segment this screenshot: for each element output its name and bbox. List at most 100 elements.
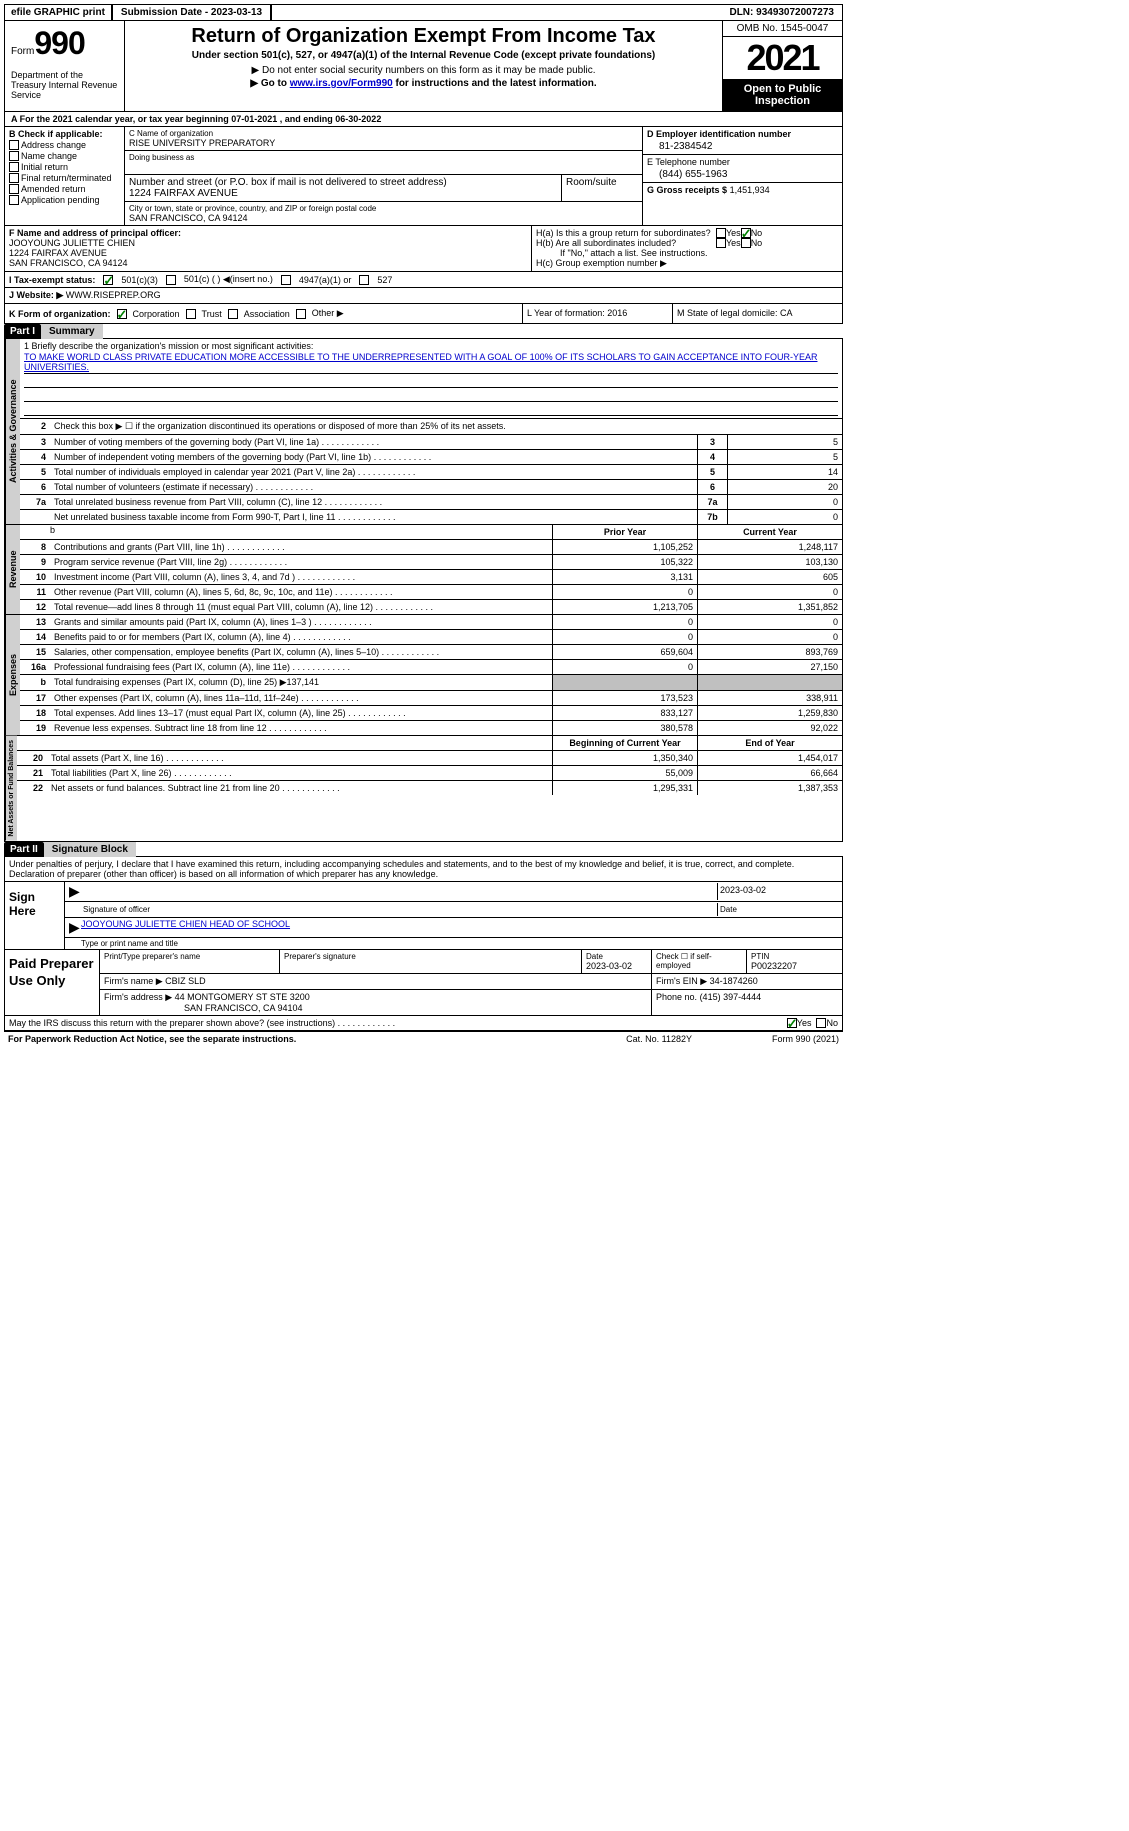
footer: For Paperwork Reduction Act Notice, see …: [4, 1031, 843, 1046]
name-title-label: Type or print name and title: [81, 939, 178, 948]
cb-ha-yes[interactable]: [716, 228, 726, 238]
self-employed-label: Check ☐ if self-employed: [652, 950, 747, 973]
i-label: I Tax-exempt status:: [9, 275, 95, 285]
state-domicile: M State of legal domicile: CA: [672, 304, 842, 323]
irs-discuss-row: May the IRS discuss this return with the…: [4, 1016, 843, 1031]
col-b-label: B Check if applicable:: [9, 129, 120, 139]
cb-trust[interactable]: [186, 309, 196, 319]
org-name-label: C Name of organization: [129, 129, 638, 138]
i-opt1: 501(c)(3): [121, 275, 158, 285]
cb-address-change[interactable]: [9, 140, 19, 150]
hdr-end: End of Year: [697, 736, 842, 750]
k-assoc: Association: [244, 309, 290, 319]
j-label: J Website: ▶: [9, 290, 63, 301]
k-label: K Form of organization:: [9, 309, 111, 319]
cb-ha-no[interactable]: [741, 228, 751, 238]
signature-block: Under penalties of perjury, I declare th…: [4, 856, 843, 1016]
vtab-net-assets: Net Assets or Fund Balances: [5, 736, 17, 841]
cb-501c3[interactable]: [103, 275, 113, 285]
cb-hb-no[interactable]: [741, 238, 751, 248]
firm-addr2: SAN FRANCISCO, CA 94104: [104, 1003, 303, 1013]
firm-addr-label: Firm's address ▶: [104, 992, 172, 1002]
col-b: B Check if applicable: Address change Na…: [5, 127, 125, 225]
cb-label: Final return/terminated: [21, 173, 112, 183]
prep-name-label: Print/Type preparer's name: [104, 952, 275, 961]
cb-label: Name change: [21, 151, 77, 161]
dept-label: Department of the Treasury Internal Reve…: [11, 70, 118, 100]
cb-initial-return[interactable]: [9, 162, 19, 172]
cb-application-pending[interactable]: [9, 195, 19, 205]
phone-label: E Telephone number: [647, 157, 838, 167]
sign-date: 2023-03-02: [718, 883, 838, 900]
cb-527[interactable]: [359, 275, 369, 285]
officer-addr1: 1224 FAIRFAX AVENUE: [9, 248, 527, 258]
form-label: Form: [11, 46, 34, 57]
firm-phone: (415) 397-4444: [700, 992, 762, 1002]
line-a: A For the 2021 calendar year, or tax yea…: [4, 112, 843, 127]
prep-date: 2023-03-02: [586, 961, 647, 971]
part1-header-row: Part ISummary: [4, 324, 843, 339]
year-formation: L Year of formation: 2016: [522, 304, 672, 323]
officer-addr2: SAN FRANCISCO, CA 94124: [9, 258, 527, 268]
cb-label: Address change: [21, 140, 86, 150]
tax-year: 2021: [723, 37, 842, 79]
cb-corp[interactable]: [117, 309, 127, 319]
row-k: K Form of organization: Corporation Trus…: [4, 304, 843, 324]
subtitle-3: ▶ Go to www.irs.gov/Form990 for instruct…: [129, 78, 718, 89]
ptin-value: P00232207: [751, 961, 838, 971]
subtitle-1: Under section 501(c), 527, or 4947(a)(1)…: [129, 50, 718, 61]
cb-other[interactable]: [296, 309, 306, 319]
col-d: D Employer identification number 81-2384…: [642, 127, 842, 225]
arrow-icon: ▶: [69, 919, 81, 936]
cb-name-change[interactable]: [9, 151, 19, 161]
dln: DLN: 93493072007273: [721, 5, 842, 20]
i-opt2: 501(c) ( ) ◀(insert no.): [184, 274, 273, 285]
vtab-revenue: Revenue: [5, 525, 20, 614]
cb-discuss-yes[interactable]: [787, 1018, 797, 1028]
submission-date: Submission Date - 2023-03-13: [111, 5, 272, 20]
sign-here-label: Sign Here: [5, 882, 65, 949]
irs-discuss-text: May the IRS discuss this return with the…: [9, 1018, 787, 1028]
dba-label: Doing business as: [129, 153, 638, 162]
irs-link[interactable]: www.irs.gov/Form990: [290, 78, 393, 89]
k-trust: Trust: [202, 309, 222, 319]
cb-501c[interactable]: [166, 275, 176, 285]
sub3-pre: ▶ Go to: [250, 78, 289, 89]
part2-header-row: Part IISignature Block: [4, 842, 843, 857]
line2-text: Check this box ▶ ☐ if the organization d…: [50, 419, 842, 434]
firm-ein: 34-1874260: [710, 976, 758, 986]
subtitle-2: ▶ Do not enter social security numbers o…: [129, 65, 718, 76]
firm-name: CBIZ SLD: [165, 976, 206, 986]
row-j: J Website: ▶ WWW.RISEPREP.ORG: [4, 288, 843, 304]
info-grid: B Check if applicable: Address change Na…: [4, 127, 843, 226]
prep-date-label: Date: [586, 952, 647, 961]
col-c: C Name of organization RISE UNIVERSITY P…: [125, 127, 642, 225]
officer-name-title: JOOYOUNG JULIETTE CHIEN HEAD OF SCHOOL: [81, 919, 290, 936]
i-opt4: 527: [377, 275, 392, 285]
arrow-icon: ▶: [69, 883, 81, 900]
cb-label: Initial return: [21, 162, 68, 172]
firm-phone-label: Phone no.: [656, 992, 697, 1002]
vtab-governance: Activities & Governance: [5, 339, 20, 524]
header-right-col: OMB No. 1545-0047 2021 Open to Public In…: [722, 21, 842, 111]
efile-label: efile GRAPHIC print: [5, 5, 111, 20]
firm-ein-label: Firm's EIN ▶: [656, 976, 707, 986]
website-value: WWW.RISEPREP.ORG: [66, 290, 161, 301]
k-corp: Corporation: [133, 309, 180, 319]
vtab-expenses: Expenses: [5, 615, 20, 735]
ha-label: H(a) Is this a group return for subordin…: [536, 228, 716, 238]
date-label: Date: [718, 903, 838, 916]
cb-assoc[interactable]: [228, 309, 238, 319]
cb-discuss-no[interactable]: [816, 1018, 826, 1028]
cb-4947[interactable]: [281, 275, 291, 285]
cb-label: Application pending: [21, 195, 100, 205]
paperwork-notice: For Paperwork Reduction Act Notice, see …: [8, 1034, 626, 1044]
cb-hb-yes[interactable]: [716, 238, 726, 248]
header: Form990 Department of the Treasury Inter…: [4, 21, 843, 112]
form-number: 990: [34, 25, 84, 61]
cb-amended-return[interactable]: [9, 184, 19, 194]
row-i: I Tax-exempt status: 501(c)(3) 501(c) ( …: [4, 272, 843, 288]
cb-final-return[interactable]: [9, 173, 19, 183]
row-f-h: F Name and address of principal officer:…: [4, 226, 843, 272]
header-mid-col: Return of Organization Exempt From Incom…: [125, 21, 722, 111]
